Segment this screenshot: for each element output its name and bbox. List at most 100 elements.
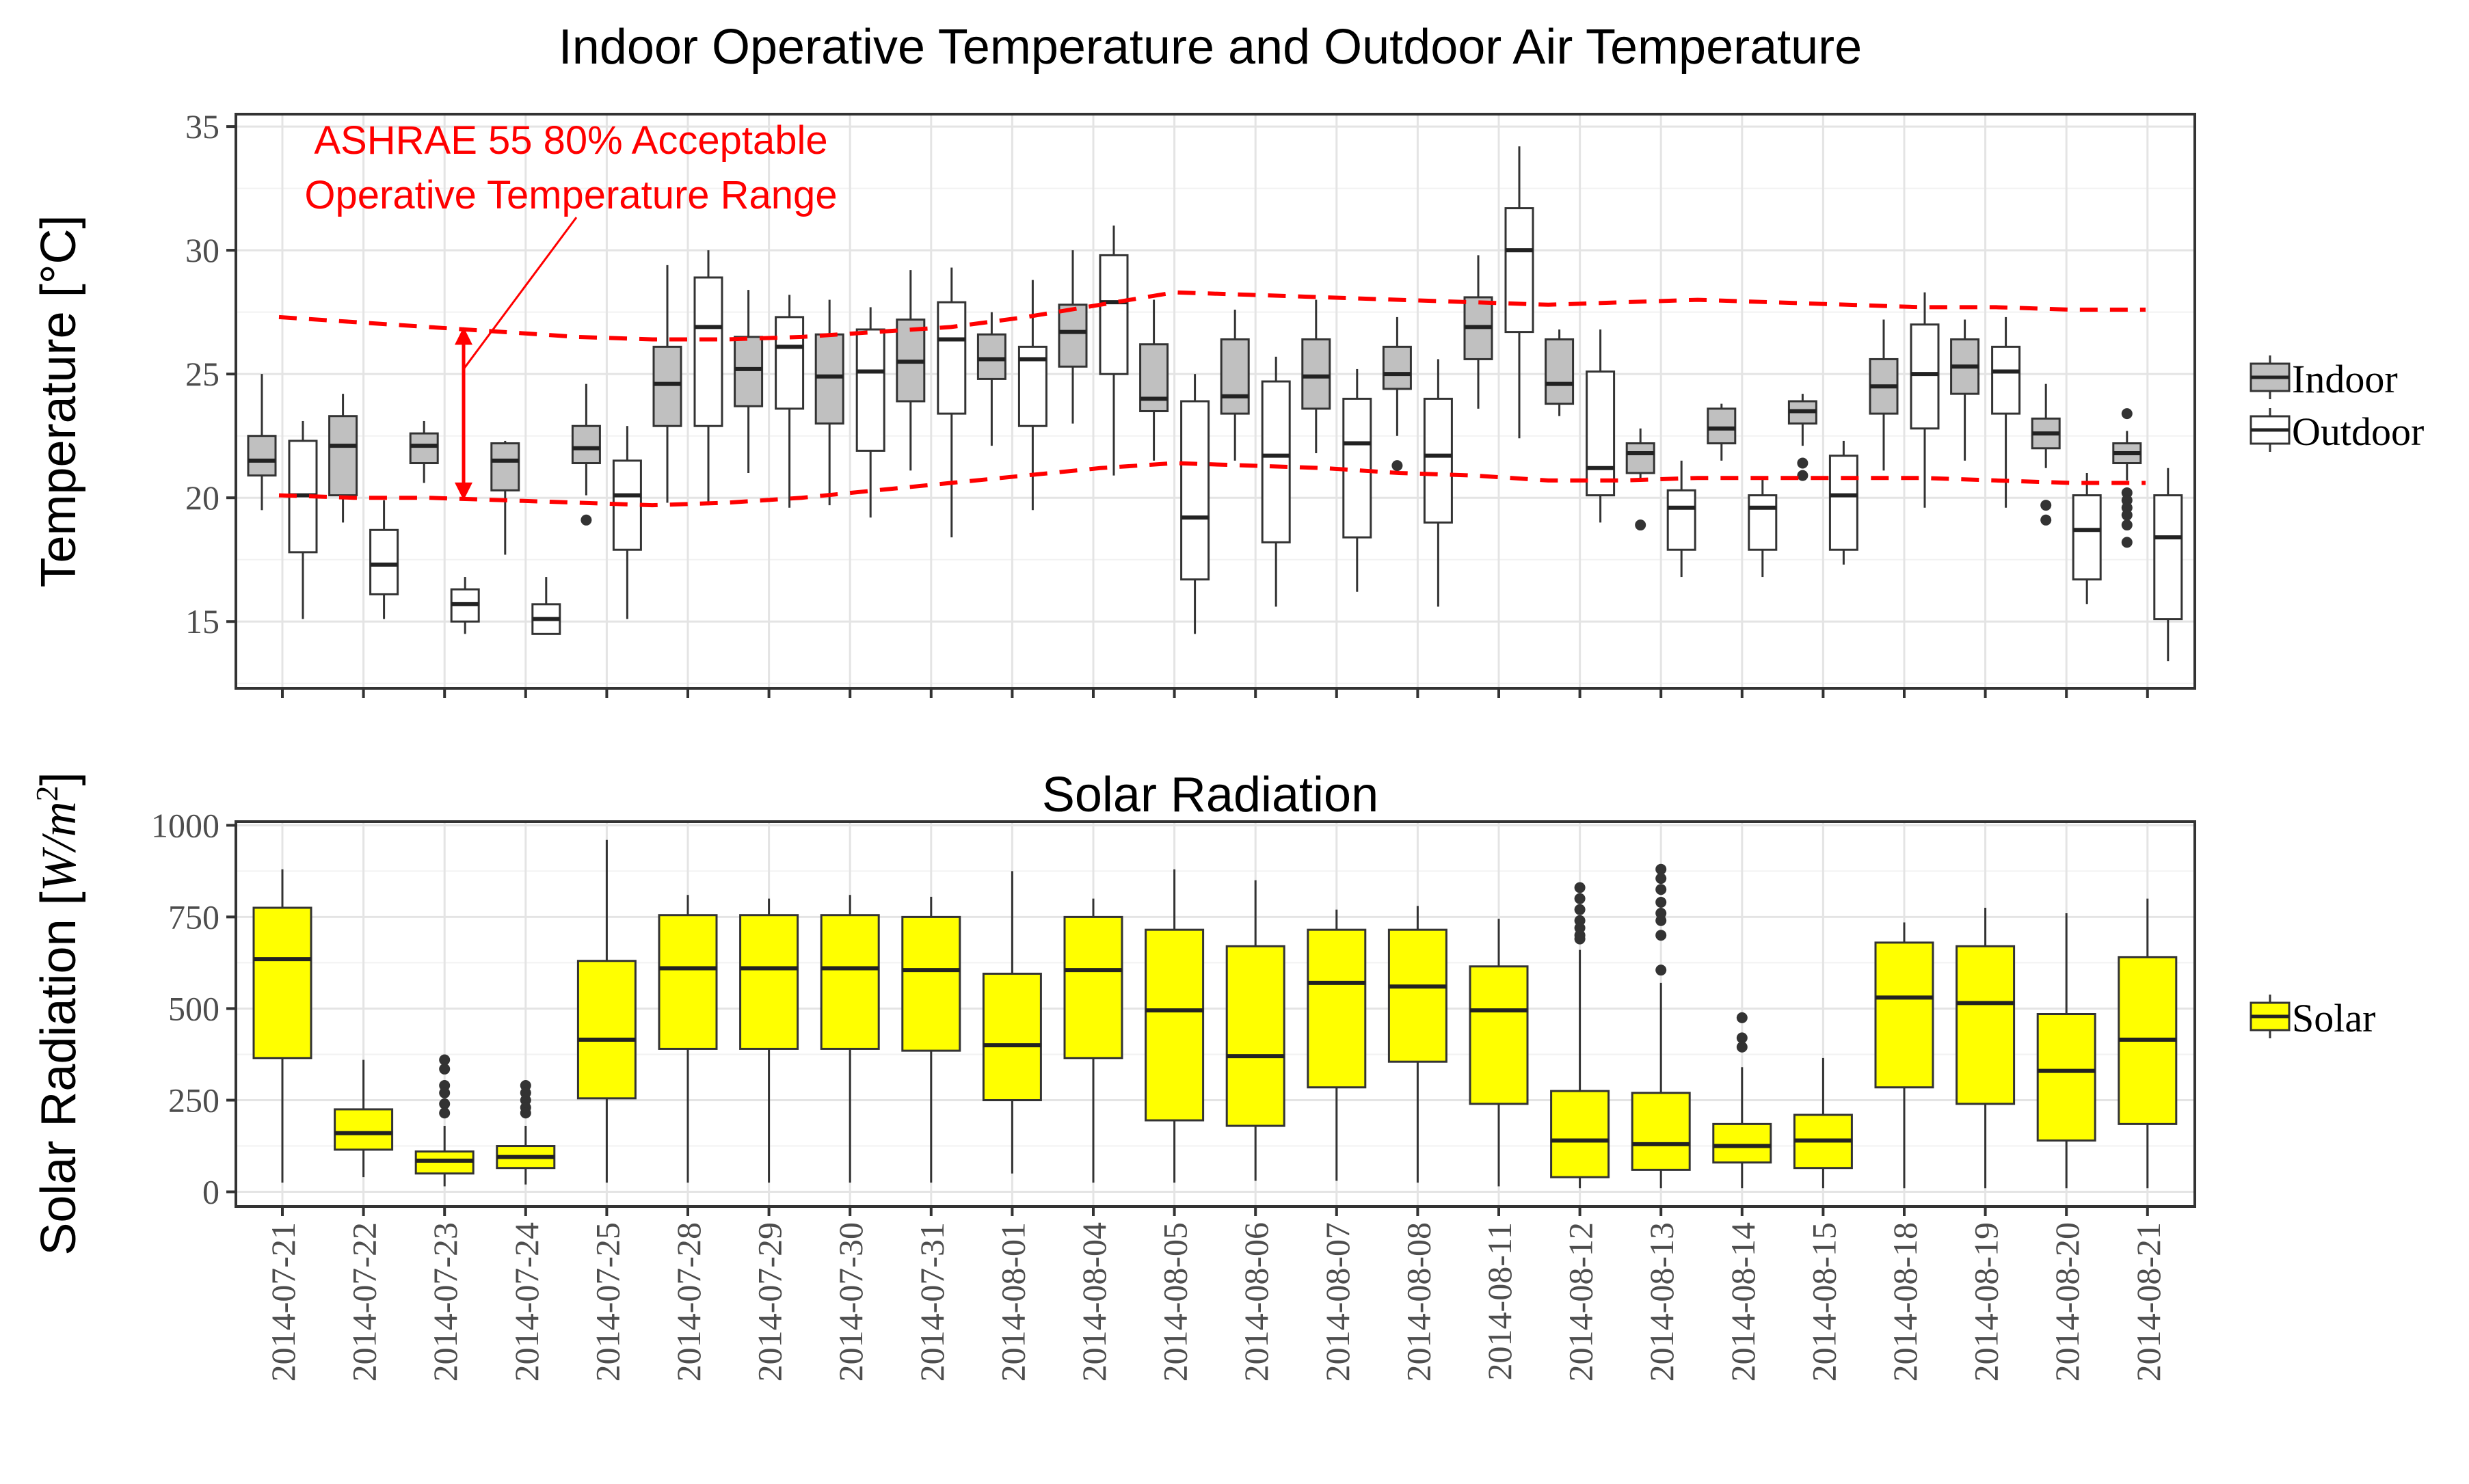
temperature-plot-background	[236, 114, 2195, 688]
box-solar-2014-08-14	[1712, 1012, 1772, 1189]
x-tick-label: 2014-07-24	[507, 1222, 546, 1381]
box-iqr	[693, 276, 723, 427]
x-tick-label: 2014-08-15	[1804, 1222, 1843, 1381]
box-iqr	[409, 432, 439, 465]
box-solar-2014-07-28	[658, 895, 718, 1183]
outlier-point	[1655, 896, 1667, 908]
outlier-point	[2040, 500, 2052, 511]
box-outdoor-2014-08-14	[1748, 478, 1778, 578]
box-solar-2014-08-01	[982, 871, 1042, 1174]
box-outdoor-2014-08-06	[1261, 356, 1291, 607]
box-indoor-2014-08-14	[1707, 403, 1737, 461]
y-tick-label: 250	[168, 1081, 219, 1120]
box-outdoor-2014-08-11	[1504, 146, 1534, 439]
box-solar-2014-07-21	[252, 869, 312, 1183]
solar-gridlines	[236, 822, 2195, 1206]
box-iqr	[576, 960, 637, 1100]
x-tick-label: 2014-07-21	[264, 1222, 302, 1381]
x-tick-label: 2014-07-31	[913, 1222, 951, 1381]
annotation-arrowhead-down	[455, 482, 472, 500]
box-solar-2014-08-08	[1387, 906, 1447, 1183]
box-iqr	[1469, 965, 1529, 1105]
legend-key-outdoor	[2250, 408, 2291, 452]
box-solar-2014-08-18	[1874, 922, 1934, 1189]
box-iqr	[1631, 1092, 1691, 1171]
temperature-y-axis-label: Temperature [°C]	[31, 215, 86, 588]
box-iqr	[1423, 397, 1453, 524]
box-indoor-2014-08-04	[1058, 250, 1088, 424]
y-tick-label: 30	[185, 231, 219, 269]
box-iqr	[1301, 338, 1331, 410]
outlier-point	[1736, 1012, 1748, 1023]
x-tick-label: 2014-07-28	[669, 1222, 708, 1381]
box-iqr	[734, 336, 764, 407]
box-iqr	[571, 424, 601, 465]
box-indoor-2014-08-20	[2031, 383, 2061, 526]
box-indoor-2014-08-07	[1301, 299, 1331, 454]
box-solar-2014-08-21	[2118, 898, 2178, 1189]
box-iqr	[1145, 928, 1205, 1122]
x-tick-label: 2014-08-04	[1075, 1222, 1113, 1381]
box-outdoor-2014-08-15	[1828, 440, 1858, 565]
box-iqr	[901, 915, 961, 1052]
solar-legend: Solar	[2250, 995, 2375, 1040]
outlier-point	[1655, 930, 1667, 941]
box-iqr	[814, 333, 844, 425]
outlier-point	[439, 1107, 451, 1119]
box-iqr	[1545, 338, 1575, 405]
temperature-plot-border	[235, 113, 2196, 690]
box-iqr	[652, 345, 682, 427]
y-tick-label: 15	[185, 602, 219, 640]
annotation-line-1: ASHRAE 55 80% Acceptable	[314, 118, 827, 163]
outlier-point	[2121, 520, 2133, 531]
box-solar-2014-08-13	[1631, 863, 1691, 1189]
box-iqr	[2153, 494, 2183, 621]
box-solar-2014-07-31	[901, 896, 961, 1183]
outlier-point	[1574, 904, 1586, 915]
box-solar-2014-07-24	[496, 1080, 556, 1185]
box-iqr	[1707, 407, 1737, 445]
temperature-chart-title: Indoor Operative Temperature and Outdoor…	[559, 20, 1862, 75]
solar-axes: 0 250 500 750 1000	[151, 806, 2149, 1216]
x-tick-label: 2014-08-18	[1886, 1222, 1924, 1381]
x-tick-label: 2014-08-12	[1562, 1222, 1600, 1381]
box-indoor-2014-07-30	[814, 299, 844, 506]
outlier-point	[1655, 863, 1667, 875]
box-iqr	[1874, 941, 1934, 1089]
outlier-point	[1655, 884, 1667, 895]
x-tick-label: 2014-08-08	[1399, 1222, 1437, 1381]
outlier-point	[1391, 460, 1403, 472]
x-tick-label: 2014-08-11	[1480, 1222, 1519, 1380]
box-indoor-2014-08-19	[1950, 319, 1980, 461]
annotation-arrowhead-up	[455, 327, 472, 345]
x-tick-label: 2014-07-23	[426, 1222, 464, 1381]
box-outdoor-2014-08-21	[2153, 468, 2183, 662]
x-tick-label: 2014-08-19	[1967, 1222, 2005, 1381]
x-tick-label: 2014-07-22	[345, 1222, 384, 1381]
box-iqr	[1586, 370, 1616, 497]
box-iqr	[252, 906, 312, 1060]
box-indoor-2014-07-23	[409, 420, 439, 483]
box-indoor-2014-07-29	[734, 290, 764, 473]
box-outdoor-2014-07-22	[369, 500, 399, 619]
temperature-legend: Indoor Outdoor	[2250, 355, 2424, 454]
box-iqr	[369, 528, 399, 595]
x-tick-label: 2014-08-21	[2129, 1222, 2167, 1381]
y-tick-label: 25	[185, 355, 219, 393]
outlier-point	[1574, 882, 1586, 893]
box-outdoor-2014-08-18	[1910, 292, 1940, 508]
outlier-point	[1797, 457, 1809, 469]
y-tick-label: 0	[202, 1173, 219, 1211]
box-iqr	[2072, 494, 2102, 581]
box-iqr	[1504, 207, 1534, 334]
box-indoor-2014-08-12	[1545, 329, 1575, 416]
box-solar-2014-07-23	[414, 1054, 475, 1187]
box-iqr	[1382, 345, 1412, 390]
box-solar-2014-08-06	[1225, 880, 1285, 1181]
solar-y-label-unit: W/m	[31, 801, 86, 891]
box-iqr	[1180, 400, 1210, 581]
x-tick-label: 2014-08-20	[2048, 1222, 2086, 1381]
box-iqr	[334, 1108, 394, 1151]
box-outdoor-2014-07-23	[450, 577, 480, 634]
y-tick-label: 500	[168, 989, 219, 1027]
